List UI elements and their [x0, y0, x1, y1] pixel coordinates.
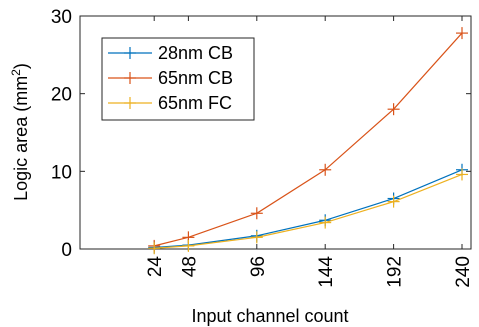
- legend-label: 65nm CB: [158, 68, 233, 88]
- data-point: [319, 163, 332, 176]
- y-axis-label-sup: 2: [9, 69, 23, 76]
- series-65nm-cb: [148, 27, 468, 252]
- x-tick-label: 24: [145, 256, 166, 278]
- x-tick-label: 144: [316, 256, 337, 288]
- y-axis-label: Logic area (mm2): [9, 63, 31, 201]
- data-point: [456, 27, 468, 40]
- x-tick-label: 192: [385, 256, 406, 288]
- data-point: [148, 242, 161, 255]
- x-axis-label: Input channel count: [191, 306, 348, 326]
- data-point: [319, 216, 332, 229]
- y-tick-label: 30: [51, 7, 72, 28]
- legend-label: 65nm FC: [158, 93, 232, 113]
- data-point: [250, 207, 263, 220]
- x-axis: 24 48 96 144 192 240: [145, 16, 474, 288]
- x-tick-label: 96: [248, 256, 269, 277]
- x-tick-label: 240: [453, 256, 474, 288]
- y-axis: 0 10 20 30: [51, 7, 471, 261]
- legend-label: 28nm CB: [158, 43, 233, 63]
- y-tick-label: 0: [61, 240, 72, 261]
- legend-entry: 65nm CB: [108, 68, 233, 88]
- y-axis-label-tail: ): [11, 63, 31, 69]
- data-point: [182, 239, 195, 252]
- x-tick-label: 48: [179, 256, 200, 277]
- series-65nm-fc: [148, 168, 468, 255]
- data-point: [456, 168, 468, 181]
- data-point: [250, 231, 263, 244]
- data-point: [387, 195, 400, 208]
- y-tick-label: 10: [51, 162, 72, 183]
- legend-entry: 28nm CB: [108, 43, 233, 63]
- legend: 28nm CB 65nm CB 65nm FC: [101, 37, 255, 121]
- series-line: [154, 32, 463, 247]
- legend-entry: 65nm FC: [108, 93, 232, 113]
- series-layer: [148, 27, 468, 255]
- legend-box: [101, 37, 255, 121]
- y-tick-label: 20: [51, 85, 72, 106]
- data-point: [387, 103, 400, 116]
- y-axis-label-main: Logic area (mm: [11, 76, 31, 201]
